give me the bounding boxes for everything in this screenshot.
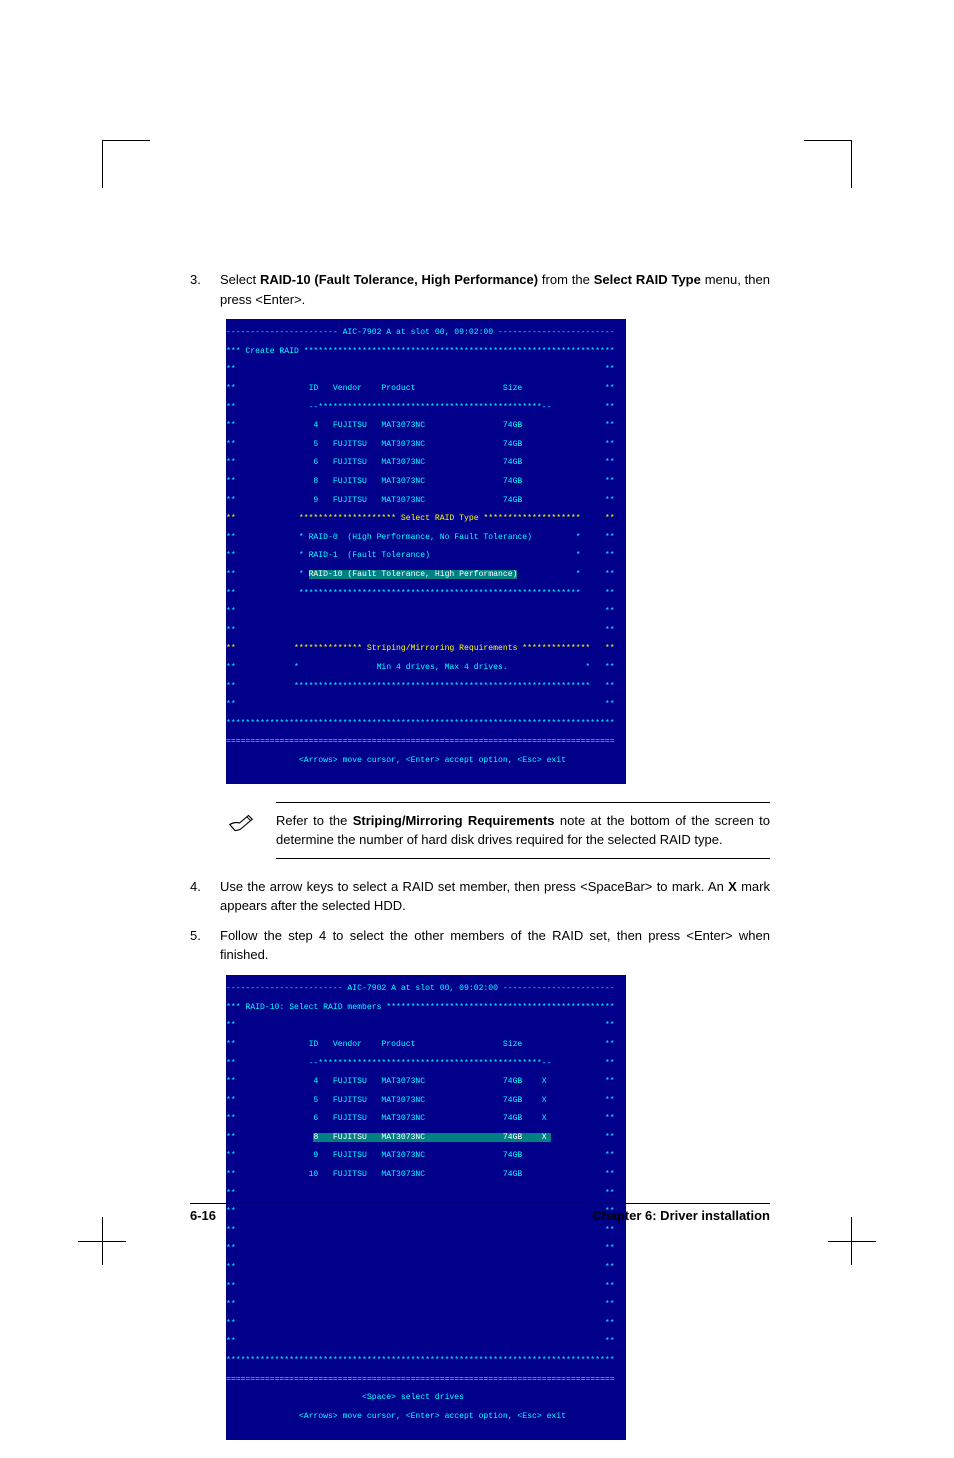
t-line: *** Create RAID ************************… bbox=[226, 347, 626, 356]
t-row: ** 5 FUJITSU MAT3073NC 74GB ** bbox=[226, 440, 626, 449]
step-body: Follow the step 4 to select the other me… bbox=[220, 926, 770, 965]
step-body: Use the arrow keys to select a RAID set … bbox=[220, 877, 770, 916]
text: ** bbox=[226, 1133, 313, 1142]
text: * ** bbox=[517, 570, 614, 579]
t-row: ** 4 FUJITSU MAT3073NC 74GB X ** bbox=[226, 1077, 626, 1086]
text: Refer to the bbox=[276, 813, 353, 828]
t-line: ----------------------- AIC-7902 A at sl… bbox=[226, 328, 626, 337]
t-row: ** 5 FUJITSU MAT3073NC 74GB X ** bbox=[226, 1096, 626, 1105]
note-icon bbox=[226, 808, 256, 838]
step-number: 4. bbox=[190, 877, 220, 916]
crop-mark-bl bbox=[78, 1217, 126, 1265]
t-menu-title: ** ******************** Select RAID Type… bbox=[226, 514, 626, 523]
text: ** * bbox=[226, 570, 309, 579]
step-list: 3. Select RAID-10 (Fault Tolerance, High… bbox=[190, 270, 770, 309]
step-4: 4. Use the arrow keys to select a RAID s… bbox=[190, 877, 770, 916]
t-row: ** 9 FUJITSU MAT3073NC 74GB ** bbox=[226, 496, 626, 505]
t-line: ** ** bbox=[226, 607, 626, 616]
bold-text: RAID-10 (Fault Tolerance, High Performan… bbox=[260, 272, 538, 287]
t-row-selected: ** 8 FUJITSU MAT3073NC 74GB X ** bbox=[226, 1133, 626, 1142]
t-line: ****************************************… bbox=[226, 719, 626, 728]
t-line: ****************************************… bbox=[226, 1356, 626, 1365]
t-line: ** *************************************… bbox=[226, 589, 626, 598]
t-line: ** ** bbox=[226, 1300, 626, 1309]
t-line: ** ** bbox=[226, 1226, 626, 1235]
crop-mark-br bbox=[828, 1217, 876, 1265]
step-5: 5. Follow the step 4 to select the other… bbox=[190, 926, 770, 965]
t-help: <Arrows> move cursor, <Enter> accept opt… bbox=[226, 1412, 626, 1421]
step-3: 3. Select RAID-10 (Fault Tolerance, High… bbox=[190, 270, 770, 309]
crop-mark-tl bbox=[102, 140, 150, 188]
t-row: ** 6 FUJITSU MAT3073NC 74GB ** bbox=[226, 458, 626, 467]
t-headers: ** ID Vendor Product Size ** bbox=[226, 384, 626, 393]
t-help: <Space> select drives bbox=[226, 1393, 626, 1402]
t-menu-item: ** * RAID-1 (Fault Tolerance) * ** bbox=[226, 551, 626, 560]
t-headers: ** ID Vendor Product Size ** bbox=[226, 1040, 626, 1049]
t-line: ** *************************************… bbox=[226, 682, 626, 691]
t-line: ** ** bbox=[226, 1319, 626, 1328]
t-line: ========================================… bbox=[226, 737, 626, 746]
step-number: 5. bbox=[190, 926, 220, 965]
t-line: ** --***********************************… bbox=[226, 403, 626, 412]
t-line: ** ** bbox=[226, 1282, 626, 1291]
t-line: ** ** bbox=[226, 626, 626, 635]
t-row: ** 9 FUJITSU MAT3073NC 74GB ** bbox=[226, 1151, 626, 1160]
t-line: *** RAID-10: Select RAID members *******… bbox=[226, 1003, 626, 1012]
t-row: ** 4 FUJITSU MAT3073NC 74GB ** bbox=[226, 421, 626, 430]
t-line: ** ** bbox=[226, 1244, 626, 1253]
t-row: ** 10 FUJITSU MAT3073NC 74GB ** bbox=[226, 1170, 626, 1179]
t-req-body: ** * Min 4 drives, Max 4 drives. * ** bbox=[226, 663, 626, 672]
highlight: RAID-10 (Fault Tolerance, High Performan… bbox=[309, 570, 518, 579]
t-line: ** ** bbox=[226, 1189, 626, 1198]
t-req-title: ** ************** Striping/Mirroring Req… bbox=[226, 644, 626, 653]
page-footer: 6-16 Chapter 6: Driver installation bbox=[190, 1203, 770, 1223]
t-menu-item-selected: ** * RAID-10 (Fault Tolerance, High Perf… bbox=[226, 570, 626, 579]
t-row: ** 6 FUJITSU MAT3073NC 74GB X ** bbox=[226, 1114, 626, 1123]
t-line: ========================================… bbox=[226, 1375, 626, 1384]
t-line: ** ** bbox=[226, 700, 626, 709]
text: Use the arrow keys to select a RAID set … bbox=[220, 879, 728, 894]
t-help: <Arrows> move cursor, <Enter> accept opt… bbox=[226, 756, 626, 765]
text: from the bbox=[538, 272, 594, 287]
note-block: Refer to the Striping/Mirroring Requirem… bbox=[226, 802, 770, 859]
t-line: ------------------------ AIC-7902 A at s… bbox=[226, 984, 626, 993]
step-number: 3. bbox=[190, 270, 220, 309]
bold-text: Striping/Mirroring Requirements bbox=[353, 813, 555, 828]
t-menu-item: ** * RAID-0 (High Performance, No Fault … bbox=[226, 533, 626, 542]
t-row: ** 8 FUJITSU MAT3073NC 74GB ** bbox=[226, 477, 626, 486]
highlight: 8 FUJITSU MAT3073NC 74GB X bbox=[313, 1133, 551, 1142]
step-list-2: 4. Use the arrow keys to select a RAID s… bbox=[190, 877, 770, 965]
terminal-screenshot-1: ----------------------- AIC-7902 A at sl… bbox=[226, 319, 626, 784]
text: ** bbox=[551, 1133, 614, 1142]
t-line: ** ** bbox=[226, 1021, 626, 1030]
t-line: ** --***********************************… bbox=[226, 1059, 626, 1068]
t-line: ** ** bbox=[226, 365, 626, 374]
text: Select bbox=[220, 272, 260, 287]
bold-text: X bbox=[728, 879, 737, 894]
bold-text: Select RAID Type bbox=[594, 272, 701, 287]
crop-mark-tr bbox=[804, 140, 852, 188]
t-line: ** ** bbox=[226, 1337, 626, 1346]
step-body: Select RAID-10 (Fault Tolerance, High Pe… bbox=[220, 270, 770, 309]
t-line: ** ** bbox=[226, 1263, 626, 1272]
chapter-title: Chapter 6: Driver installation bbox=[592, 1208, 770, 1223]
page-number: 6-16 bbox=[190, 1208, 216, 1223]
note-text: Refer to the Striping/Mirroring Requirem… bbox=[276, 802, 770, 859]
page-content: 3. Select RAID-10 (Fault Tolerance, High… bbox=[190, 270, 770, 1458]
